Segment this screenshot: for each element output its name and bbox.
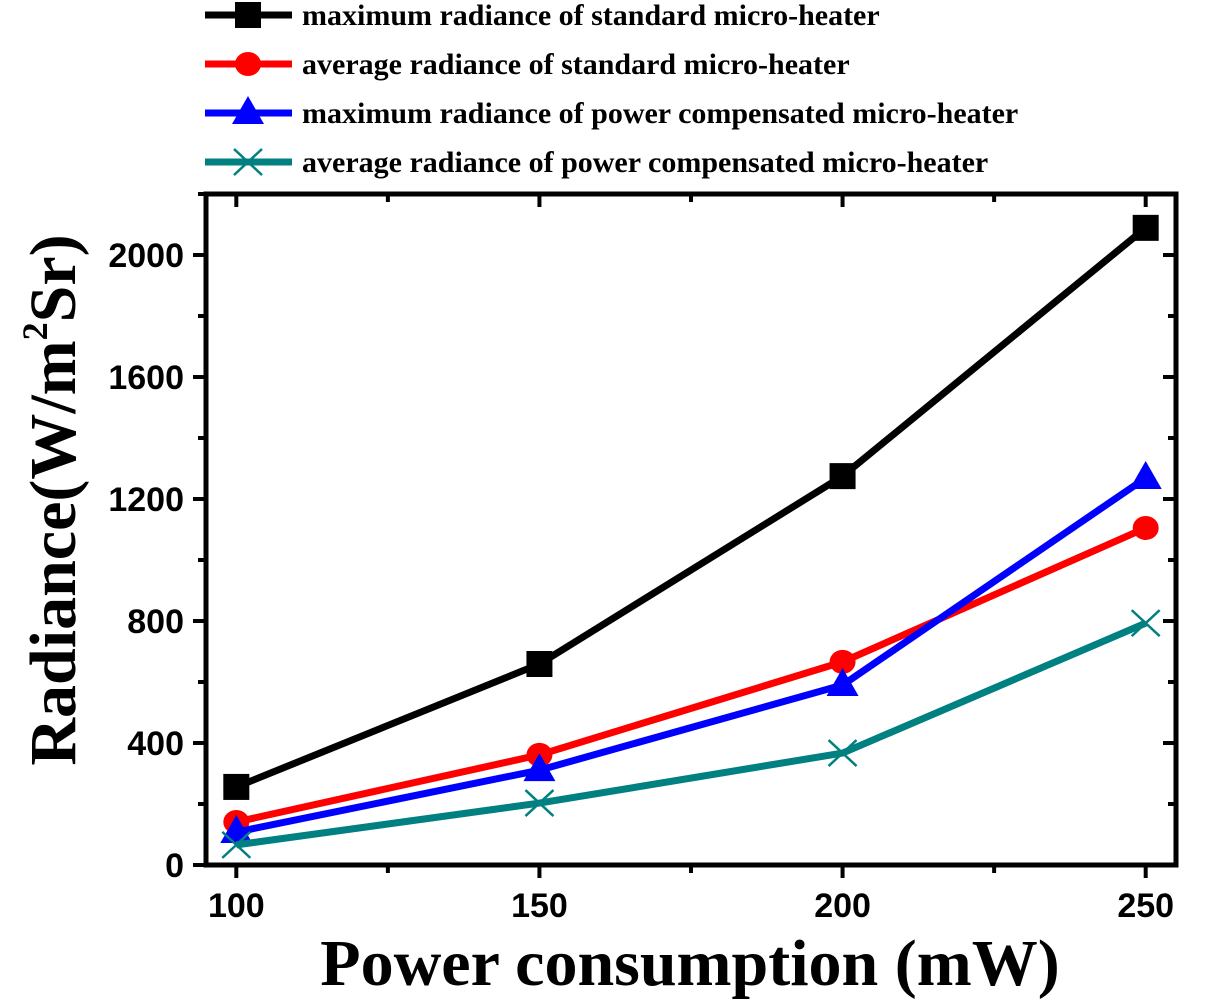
legend-item: average radiance of standard micro-heate…: [205, 48, 850, 81]
series-line: [234, 225, 1148, 791]
y-tick-label: 1200: [108, 481, 184, 519]
data-point: [524, 789, 555, 818]
data-point: [523, 753, 556, 782]
data-point: [827, 739, 858, 767]
y-tick-label: 2000: [108, 237, 184, 275]
x-tick-label: 250: [1117, 887, 1174, 925]
data-point: [223, 773, 250, 800]
y-tick-label: 800: [127, 603, 184, 641]
data-point: [826, 668, 859, 697]
series-line: [235, 475, 1148, 836]
data-point: [829, 463, 856, 490]
data-point: [526, 651, 553, 678]
x-tick-label: 150: [511, 887, 568, 925]
legend-label: maximum radiance of standard micro-heate…: [302, 0, 880, 32]
series-0: [223, 214, 1159, 800]
legend-label: average radiance of standard micro-heate…: [302, 48, 850, 81]
plot-area: [220, 214, 1162, 859]
series-line: [235, 524, 1148, 826]
legend-item: average radiance of power compensated mi…: [205, 146, 988, 179]
data-point: [1132, 214, 1159, 241]
legend: maximum radiance of standard micro-heate…: [205, 0, 1018, 179]
series-3: [221, 609, 1161, 859]
data-point: [1132, 515, 1159, 540]
legend-marker: [235, 2, 261, 28]
legend-item: maximum radiance of power compensated mi…: [205, 96, 1018, 130]
data-point: [221, 830, 252, 859]
axes: 0 400 800 1200 1600 2000 100 150 200 250: [108, 191, 1179, 925]
data-point: [1129, 460, 1162, 489]
x-axis-label: Power consumption (mW): [320, 927, 1059, 1000]
series-line: [235, 619, 1148, 849]
y-axis-label: Radiance(W/m2Sr): [15, 234, 90, 765]
series-1: [223, 515, 1159, 834]
legend-label: maximum radiance of power compensated mi…: [302, 97, 1018, 130]
x-tick-label: 100: [208, 887, 265, 925]
legend-marker: [235, 52, 261, 76]
y-axis-label-superscript: 2: [15, 322, 55, 340]
y-axis-label-end: Sr): [17, 234, 90, 322]
x-tick-label: 200: [814, 887, 871, 925]
y-tick-label: 400: [127, 725, 184, 763]
plot-frame: [203, 191, 1179, 868]
legend-item: maximum radiance of standard micro-heate…: [205, 0, 880, 32]
legend-marker: [233, 148, 263, 176]
legend-marker: [232, 96, 264, 124]
data-point: [1130, 609, 1161, 638]
series-2: [220, 460, 1162, 844]
y-tick-label: 1600: [108, 359, 184, 397]
y-tick-label: 0: [165, 847, 184, 885]
legend-label: average radiance of power compensated mi…: [302, 146, 988, 179]
data-point: [829, 649, 856, 674]
y-axis-label-main: Radiance(W/m: [17, 340, 90, 765]
